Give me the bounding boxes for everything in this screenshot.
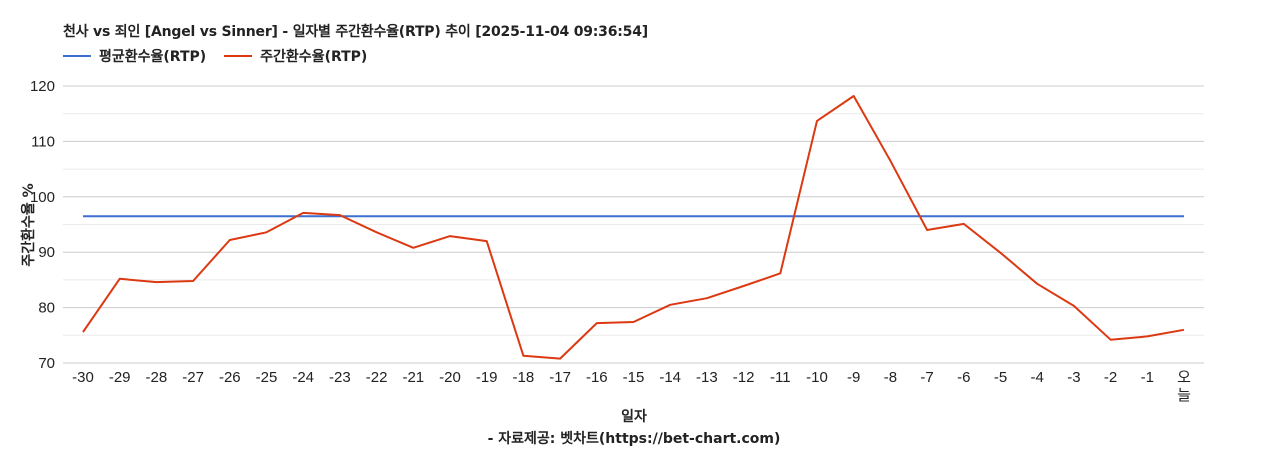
y-tick-label: 80 — [38, 300, 55, 317]
x-tick-label: -30 — [72, 369, 94, 386]
y-tick-label: 110 — [31, 133, 55, 150]
data-credit: - 자료제공: 벳차트(https://bet-chart.com) — [487, 431, 781, 447]
x-tick-label: -18 — [513, 369, 535, 386]
x-tick-label: -13 — [696, 369, 718, 386]
x-tick-label: -19 — [476, 369, 498, 386]
x-tick-label: -28 — [146, 369, 168, 386]
x-tick-label: -6 — [957, 369, 970, 386]
x-tick-label: -15 — [623, 369, 645, 386]
x-tick-label: -9 — [847, 369, 860, 386]
x-tick-label: -27 — [182, 369, 204, 386]
x-tick-label: -3 — [1067, 369, 1080, 386]
x-tick-label: 오 — [1177, 369, 1191, 386]
x-tick-label: -21 — [402, 369, 424, 386]
x-tick-label: -8 — [884, 369, 897, 386]
x-tick-label: -16 — [586, 369, 608, 386]
y-tick-label: 120 — [30, 78, 55, 95]
x-tick-label: -2 — [1104, 369, 1117, 386]
x-tick-label: -4 — [1031, 369, 1044, 386]
x-axis-label: 일자 — [621, 409, 647, 425]
x-tick-label: -29 — [109, 369, 131, 386]
x-tick-label: -12 — [733, 369, 755, 386]
y-tick-label: 90 — [38, 244, 55, 261]
legend-label-average: 평균환수율(RTP) — [99, 49, 207, 65]
gridlines — [63, 85, 1204, 364]
x-tick-label: -7 — [920, 369, 933, 386]
x-tick-label: -22 — [366, 369, 388, 386]
x-tick-label: 늘 — [1177, 387, 1191, 404]
chart-legend: 평균환수율(RTP) 주간환수율(RTP) — [63, 46, 385, 66]
x-tick-label: -5 — [994, 369, 1007, 386]
x-tick-label: -26 — [219, 369, 241, 386]
x-tick-label: -11 — [770, 369, 791, 386]
legend-item-average[interactable]: 평균환수율(RTP) — [63, 46, 206, 66]
y-tick-label: 100 — [30, 189, 55, 206]
x-tick-label: -17 — [549, 369, 571, 386]
x-tick-label: -24 — [292, 369, 314, 386]
legend-swatch-average-icon — [63, 55, 91, 57]
y-axis-ticks: 70 80 90 100 110 120 — [30, 78, 55, 372]
y-tick-label: 70 — [38, 355, 55, 372]
series-lines — [82, 95, 1185, 360]
x-tick-label: -1 — [1141, 369, 1154, 386]
x-tick-label: -20 — [439, 369, 461, 386]
x-tick-label: -25 — [256, 369, 278, 386]
legend-swatch-weekly-icon — [224, 55, 253, 57]
legend-label-weekly: 주간환수율(RTP) — [260, 49, 368, 65]
x-axis-ticks: -30 -29 -28 -27 -26 -25 -24 -23 -22 -21 -20 -19 -18-… — [72, 369, 1191, 404]
weekly-rtp-line[interactable] — [82, 95, 1185, 360]
legend-item-weekly[interactable]: 주간환수율(RTP) — [224, 46, 367, 66]
x-tick-label: -14 — [659, 369, 681, 386]
x-tick-label: -23 — [329, 369, 351, 386]
chart-title: 천사 vs 죄인 [Angel vs Sinner] - 일자별 주간환수율(R… — [63, 24, 648, 40]
x-tick-label: -10 — [806, 369, 828, 386]
